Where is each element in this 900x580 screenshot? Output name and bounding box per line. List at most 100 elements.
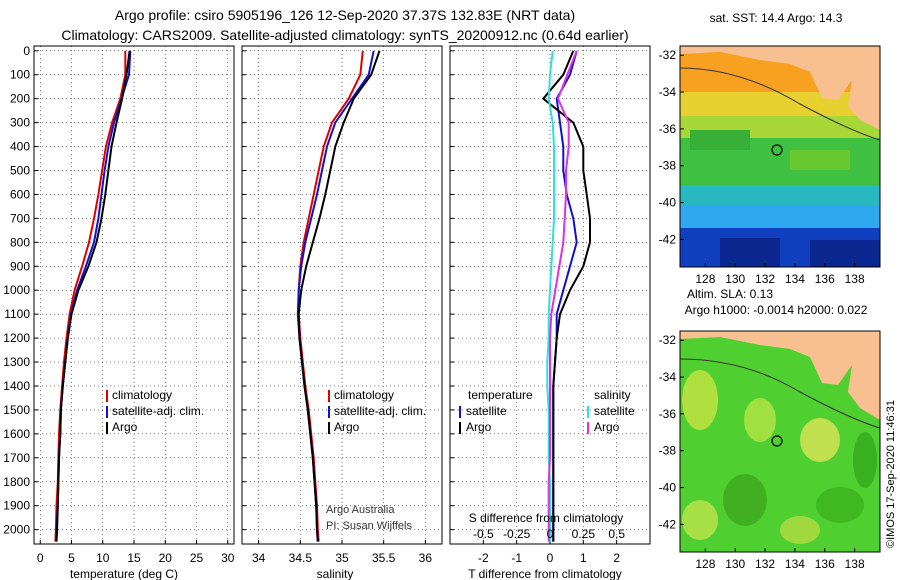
grid-layer	[34, 46, 650, 544]
t-difference-x-label: T difference from climatology	[468, 567, 622, 580]
x-tick-label: 35.5	[372, 551, 396, 565]
title-line-1: Argo profile: csiro 5905196_126 12-Sep-2…	[115, 7, 575, 23]
sst-map	[680, 46, 880, 267]
sla-map-subtitle: Argo h1000: -0.0014 h2000: 0.022	[685, 303, 868, 317]
depth-tick-label: 500	[10, 164, 30, 178]
argo-location-marker	[771, 144, 783, 156]
timestamp: ©IMOS 17-Sep-2020 11:46:31	[885, 400, 897, 548]
temperature-x-label: temperature (deg C)	[70, 567, 178, 580]
map-lon-label: 134	[785, 557, 805, 571]
credit-line-1: Argo Australia	[326, 504, 395, 516]
depth-tick-label: 100	[10, 68, 30, 82]
legend-salinity-header: salinity	[594, 388, 631, 402]
map-lat-label: -34	[659, 85, 677, 99]
x-tick-label: 1	[580, 551, 587, 565]
series-line-climatology	[297, 50, 364, 542]
x-tick-label: 20	[159, 551, 173, 565]
legend-climatology-label: climatology	[112, 388, 172, 402]
map-lon-label: 128	[695, 557, 715, 571]
legend-satellite-label: satellite-adj. clim.	[112, 404, 204, 418]
map-lat-label: -40	[659, 481, 677, 495]
legend-s-satellite-label: satellite	[594, 404, 635, 418]
salinity-x-label: salinity	[317, 567, 354, 580]
x-tick-label: 34	[252, 551, 266, 565]
s-diff-tick-label: -0.5	[473, 527, 494, 541]
series-line-argo	[297, 50, 381, 542]
series-line-satellite-adj-clim-	[296, 50, 375, 542]
depth-tick-label: 300	[10, 116, 30, 130]
credit-line-2: PI: Susan Wijffels	[326, 520, 412, 532]
salinity-series	[296, 50, 381, 542]
x-tick-label: 35	[335, 551, 349, 565]
sla-map-title: Altim. SLA: 0.13	[687, 287, 773, 301]
map-lat-label: -32	[659, 333, 677, 347]
tick-layer: 0100200300400500600700800900100011001200…	[3, 44, 625, 565]
depth-contour	[680, 358, 880, 429]
depth-tick-label: 400	[10, 140, 30, 154]
map-lat-label: -40	[659, 196, 677, 210]
x-tick-label: 0	[37, 551, 44, 565]
x-tick-label: 5	[68, 551, 75, 565]
depth-tick-label: 1600	[3, 427, 30, 441]
s-difference-x-label: S difference from climatology	[469, 511, 624, 525]
legend-temperature-header: temperature	[468, 388, 533, 402]
series-line-salinity-argo	[547, 50, 578, 542]
depth-tick-label: 1500	[3, 403, 30, 417]
map-lat-label: -38	[659, 159, 677, 173]
sst-map-frame	[679, 45, 881, 268]
s-diff-tick-label: 0.25	[572, 527, 596, 541]
map-lat-label: -38	[659, 444, 677, 458]
depth-tick-label: 600	[10, 187, 30, 201]
depth-tick-label: 800	[10, 235, 30, 249]
depth-tick-label: 1400	[3, 379, 30, 393]
depth-tick-label: 1300	[3, 355, 30, 369]
s-diff-tick-label: -0.25	[503, 527, 531, 541]
depth-tick-label: 1800	[3, 475, 30, 489]
map-lon-label: 136	[815, 272, 835, 286]
land-mass	[680, 331, 880, 420]
depth-tick-label: 2000	[3, 523, 30, 537]
legend-argo-label: Argo	[334, 420, 360, 434]
legend-satellite-label: satellite-adj. clim.	[334, 404, 426, 418]
x-tick-label: -1	[511, 551, 522, 565]
sst-map-title: sat. SST: 14.4 Argo: 14.3	[710, 11, 843, 25]
sla-map	[680, 331, 880, 552]
map-lat-label: -42	[659, 232, 677, 246]
sla-map-ticks: 128 130 132 134 136 138 -32 -34 -36 -38 -40 -42	[659, 333, 865, 571]
title-line-2: Climatology: CARS2009. Satellite-adjuste…	[61, 27, 628, 43]
x-tick-label: 0	[547, 551, 554, 565]
depth-tick-label: 1200	[3, 331, 30, 345]
legend-argo-label: Argo	[112, 420, 138, 434]
x-tick-label: 36	[419, 551, 433, 565]
temperature-series	[54, 50, 132, 542]
depth-contour	[680, 67, 880, 141]
sst-map-ticks: 128 130 132 134 136 138 -32 -34 -36 -38 -40 -42	[659, 48, 865, 286]
x-tick-label: -2	[478, 551, 489, 565]
legend-s-argo-label: Argo	[594, 420, 620, 434]
s-diff-tick-label: 0.5	[608, 527, 625, 541]
difference-legend: temperature salinity satellite Argo sate…	[459, 388, 635, 434]
depth-tick-label: 900	[10, 259, 30, 273]
x-tick-label: 25	[190, 551, 204, 565]
map-lon-label: 136	[815, 557, 835, 571]
depth-tick-label: 700	[10, 211, 30, 225]
series-line-climatology	[54, 50, 127, 542]
legend-climatology-label: climatology	[334, 388, 394, 402]
series-line-satellite-adj-clim-	[55, 50, 132, 542]
depth-tick-label: 1000	[3, 283, 30, 297]
map-lon-label: 132	[755, 272, 775, 286]
map-lon-label: 138	[845, 557, 865, 571]
depth-tick-label: 1900	[3, 499, 30, 513]
difference-series	[542, 50, 591, 542]
x-tick-label: 15	[127, 551, 141, 565]
x-tick-label: 30	[221, 551, 235, 565]
salinity-legend: climatology satellite-adj. clim. Argo Ar…	[326, 388, 426, 532]
map-lat-label: -32	[659, 48, 677, 62]
argo-location-marker	[771, 435, 783, 447]
land-mass	[680, 46, 880, 130]
x-tick-label: 2	[613, 551, 620, 565]
depth-tick-label: 1100	[4, 307, 30, 321]
depth-tick-label: 1700	[3, 451, 30, 465]
x-tick-label: 10	[96, 551, 110, 565]
